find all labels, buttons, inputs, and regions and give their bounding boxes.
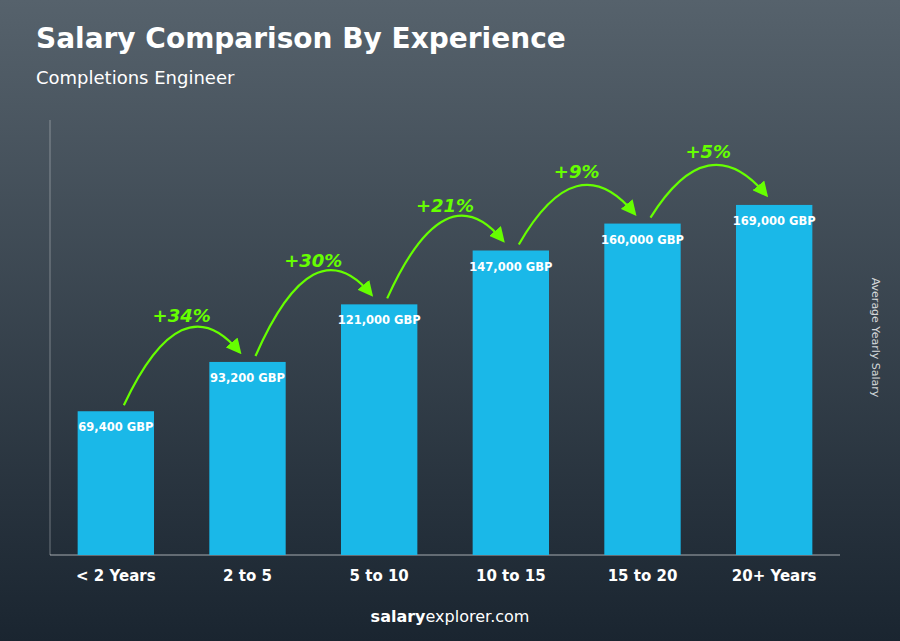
bar xyxy=(209,362,285,555)
data-label: 69,400 GBP xyxy=(78,420,153,434)
title: Salary Comparison By Experience xyxy=(36,22,566,55)
x-tick-label: 15 to 20 xyxy=(608,567,678,585)
bar xyxy=(341,304,417,555)
data-label: 147,000 GBP xyxy=(469,260,552,274)
x-axis-line xyxy=(50,555,840,556)
change-arrow xyxy=(519,185,635,245)
background xyxy=(0,0,900,641)
change-label: +9% xyxy=(554,161,600,182)
change-arrow xyxy=(387,216,503,299)
subtitle: Completions Engineer xyxy=(36,67,235,88)
change-label: +30% xyxy=(284,250,342,271)
x-tick-label: 10 to 15 xyxy=(476,567,546,585)
change-arrow xyxy=(651,165,767,218)
bar xyxy=(78,411,154,555)
data-label: 160,000 GBP xyxy=(601,233,684,247)
data-label: 169,000 GBP xyxy=(733,214,816,228)
change-label: +21% xyxy=(416,195,474,216)
change-arrow xyxy=(124,327,240,406)
footer-part: explorer.com xyxy=(426,607,530,626)
footer-part: salary xyxy=(371,607,426,626)
data-label: 121,000 GBP xyxy=(338,313,421,327)
bar xyxy=(736,205,812,555)
bars xyxy=(78,205,813,555)
data-label: 93,200 GBP xyxy=(210,371,285,385)
x-tick-label: < 2 Years xyxy=(76,567,156,585)
chart-container: Salary Comparison By Experience Completio… xyxy=(0,0,900,641)
footer: salaryexplorer.com xyxy=(371,607,530,626)
bar xyxy=(604,224,680,555)
change-label: +5% xyxy=(686,141,732,162)
chart: Salary Comparison By Experience Completio… xyxy=(0,0,900,641)
y-axis-line xyxy=(50,120,51,555)
y-axis-label: Average Yearly Salary xyxy=(869,278,882,398)
x-tick-label: 2 to 5 xyxy=(223,567,272,585)
bar xyxy=(473,251,549,556)
x-tick-label: 5 to 10 xyxy=(350,567,409,585)
change-label: +34% xyxy=(153,305,211,326)
change-arrow xyxy=(256,270,372,356)
x-tick-label: 20+ Years xyxy=(732,567,817,585)
